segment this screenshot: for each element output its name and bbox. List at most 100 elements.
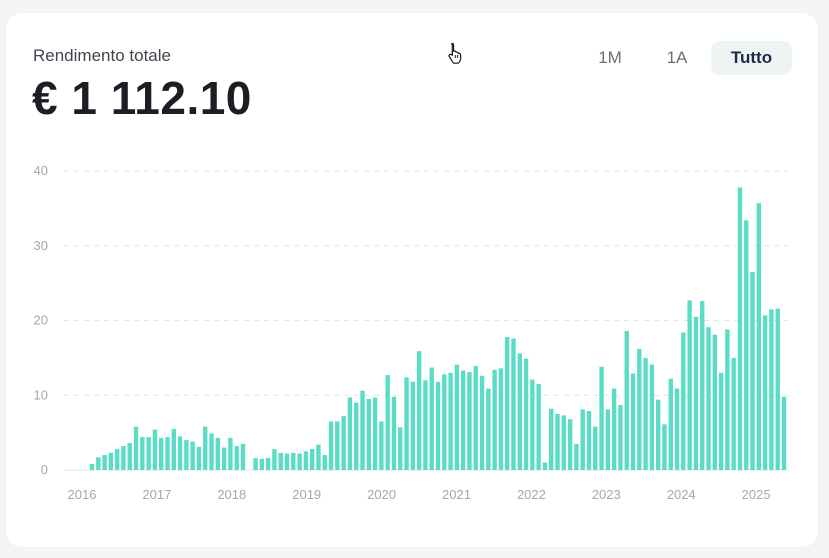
- bar[interactable]: [372, 397, 378, 470]
- bar[interactable]: [586, 410, 592, 470]
- bar[interactable]: [649, 364, 655, 470]
- bar[interactable]: [391, 396, 397, 470]
- bar[interactable]: [423, 380, 428, 470]
- bar[interactable]: [725, 329, 730, 470]
- bar[interactable]: [530, 379, 535, 470]
- bar[interactable]: [316, 444, 321, 470]
- bar[interactable]: [240, 443, 246, 470]
- bar[interactable]: [177, 436, 183, 470]
- bar[interactable]: [781, 396, 787, 470]
- bar[interactable]: [127, 443, 132, 470]
- bar[interactable]: [265, 458, 271, 470]
- bar[interactable]: [492, 369, 497, 470]
- bar[interactable]: [328, 421, 334, 470]
- bar[interactable]: [737, 187, 743, 470]
- bar[interactable]: [196, 446, 202, 470]
- bar[interactable]: [460, 370, 466, 470]
- bar[interactable]: [234, 446, 239, 470]
- bar[interactable]: [523, 358, 529, 470]
- bar[interactable]: [259, 458, 265, 470]
- bar[interactable]: [404, 377, 409, 470]
- bar[interactable]: [762, 315, 768, 470]
- bar[interactable]: [731, 357, 736, 471]
- bar[interactable]: [712, 334, 717, 470]
- bar[interactable]: [416, 351, 422, 470]
- bar[interactable]: [454, 364, 460, 470]
- bar[interactable]: [442, 374, 447, 470]
- bar[interactable]: [643, 357, 648, 471]
- bar[interactable]: [605, 409, 611, 470]
- bar[interactable]: [542, 462, 548, 470]
- bar[interactable]: [410, 381, 416, 470]
- bar[interactable]: [498, 368, 504, 470]
- bar[interactable]: [272, 449, 277, 470]
- bar[interactable]: [114, 449, 120, 470]
- bar[interactable]: [360, 390, 365, 470]
- bar[interactable]: [221, 447, 227, 470]
- bar[interactable]: [618, 404, 623, 470]
- bar[interactable]: [152, 429, 158, 470]
- bar[interactable]: [253, 458, 258, 470]
- bar[interactable]: [190, 441, 195, 470]
- bar[interactable]: [184, 440, 189, 470]
- range-1m-button[interactable]: 1M: [598, 48, 622, 67]
- bar[interactable]: [687, 300, 692, 470]
- bar[interactable]: [473, 366, 478, 470]
- bar[interactable]: [693, 316, 699, 470]
- bar[interactable]: [511, 338, 516, 470]
- bar[interactable]: [89, 464, 95, 470]
- bar[interactable]: [309, 449, 315, 470]
- bar[interactable]: [347, 397, 353, 470]
- bar[interactable]: [549, 408, 554, 470]
- bar[interactable]: [505, 336, 510, 470]
- bar[interactable]: [630, 373, 636, 470]
- bar[interactable]: [335, 421, 340, 470]
- bar[interactable]: [228, 437, 233, 470]
- bar[interactable]: [756, 203, 762, 470]
- bar[interactable]: [700, 301, 705, 470]
- bar[interactable]: [171, 428, 176, 470]
- bar[interactable]: [744, 220, 749, 470]
- bar[interactable]: [96, 457, 101, 470]
- bar[interactable]: [718, 372, 724, 470]
- bar[interactable]: [215, 437, 221, 470]
- bar[interactable]: [429, 367, 434, 470]
- bar[interactable]: [291, 452, 296, 470]
- bar[interactable]: [750, 271, 755, 470]
- bar[interactable]: [322, 455, 327, 470]
- bar[interactable]: [467, 372, 472, 470]
- bar[interactable]: [681, 332, 686, 470]
- bar[interactable]: [165, 437, 170, 470]
- bar[interactable]: [303, 451, 309, 470]
- bar[interactable]: [398, 427, 403, 470]
- range-all-button[interactable]: Tutto: [711, 41, 792, 75]
- bar[interactable]: [624, 330, 629, 470]
- bar[interactable]: [159, 437, 164, 470]
- bar[interactable]: [593, 426, 598, 470]
- bar[interactable]: [561, 415, 567, 470]
- bar[interactable]: [574, 443, 579, 470]
- bar[interactable]: [379, 421, 384, 470]
- bar[interactable]: [385, 375, 390, 470]
- range-1a-button[interactable]: 1A: [666, 48, 688, 67]
- bar[interactable]: [599, 366, 604, 470]
- bar[interactable]: [121, 446, 126, 470]
- bar[interactable]: [140, 437, 145, 470]
- bar[interactable]: [775, 308, 780, 470]
- bar[interactable]: [133, 426, 139, 470]
- bar[interactable]: [662, 424, 667, 470]
- bar[interactable]: [209, 433, 214, 470]
- bar[interactable]: [354, 402, 359, 470]
- bar[interactable]: [297, 453, 302, 470]
- bar[interactable]: [536, 384, 541, 470]
- bar[interactable]: [517, 353, 522, 470]
- bar[interactable]: [486, 388, 491, 470]
- bar[interactable]: [655, 399, 661, 470]
- bar[interactable]: [435, 381, 441, 470]
- bar[interactable]: [706, 327, 711, 470]
- bar[interactable]: [674, 388, 680, 470]
- bar[interactable]: [479, 375, 485, 470]
- bar[interactable]: [284, 453, 290, 470]
- bar[interactable]: [108, 452, 114, 470]
- bar[interactable]: [611, 388, 617, 470]
